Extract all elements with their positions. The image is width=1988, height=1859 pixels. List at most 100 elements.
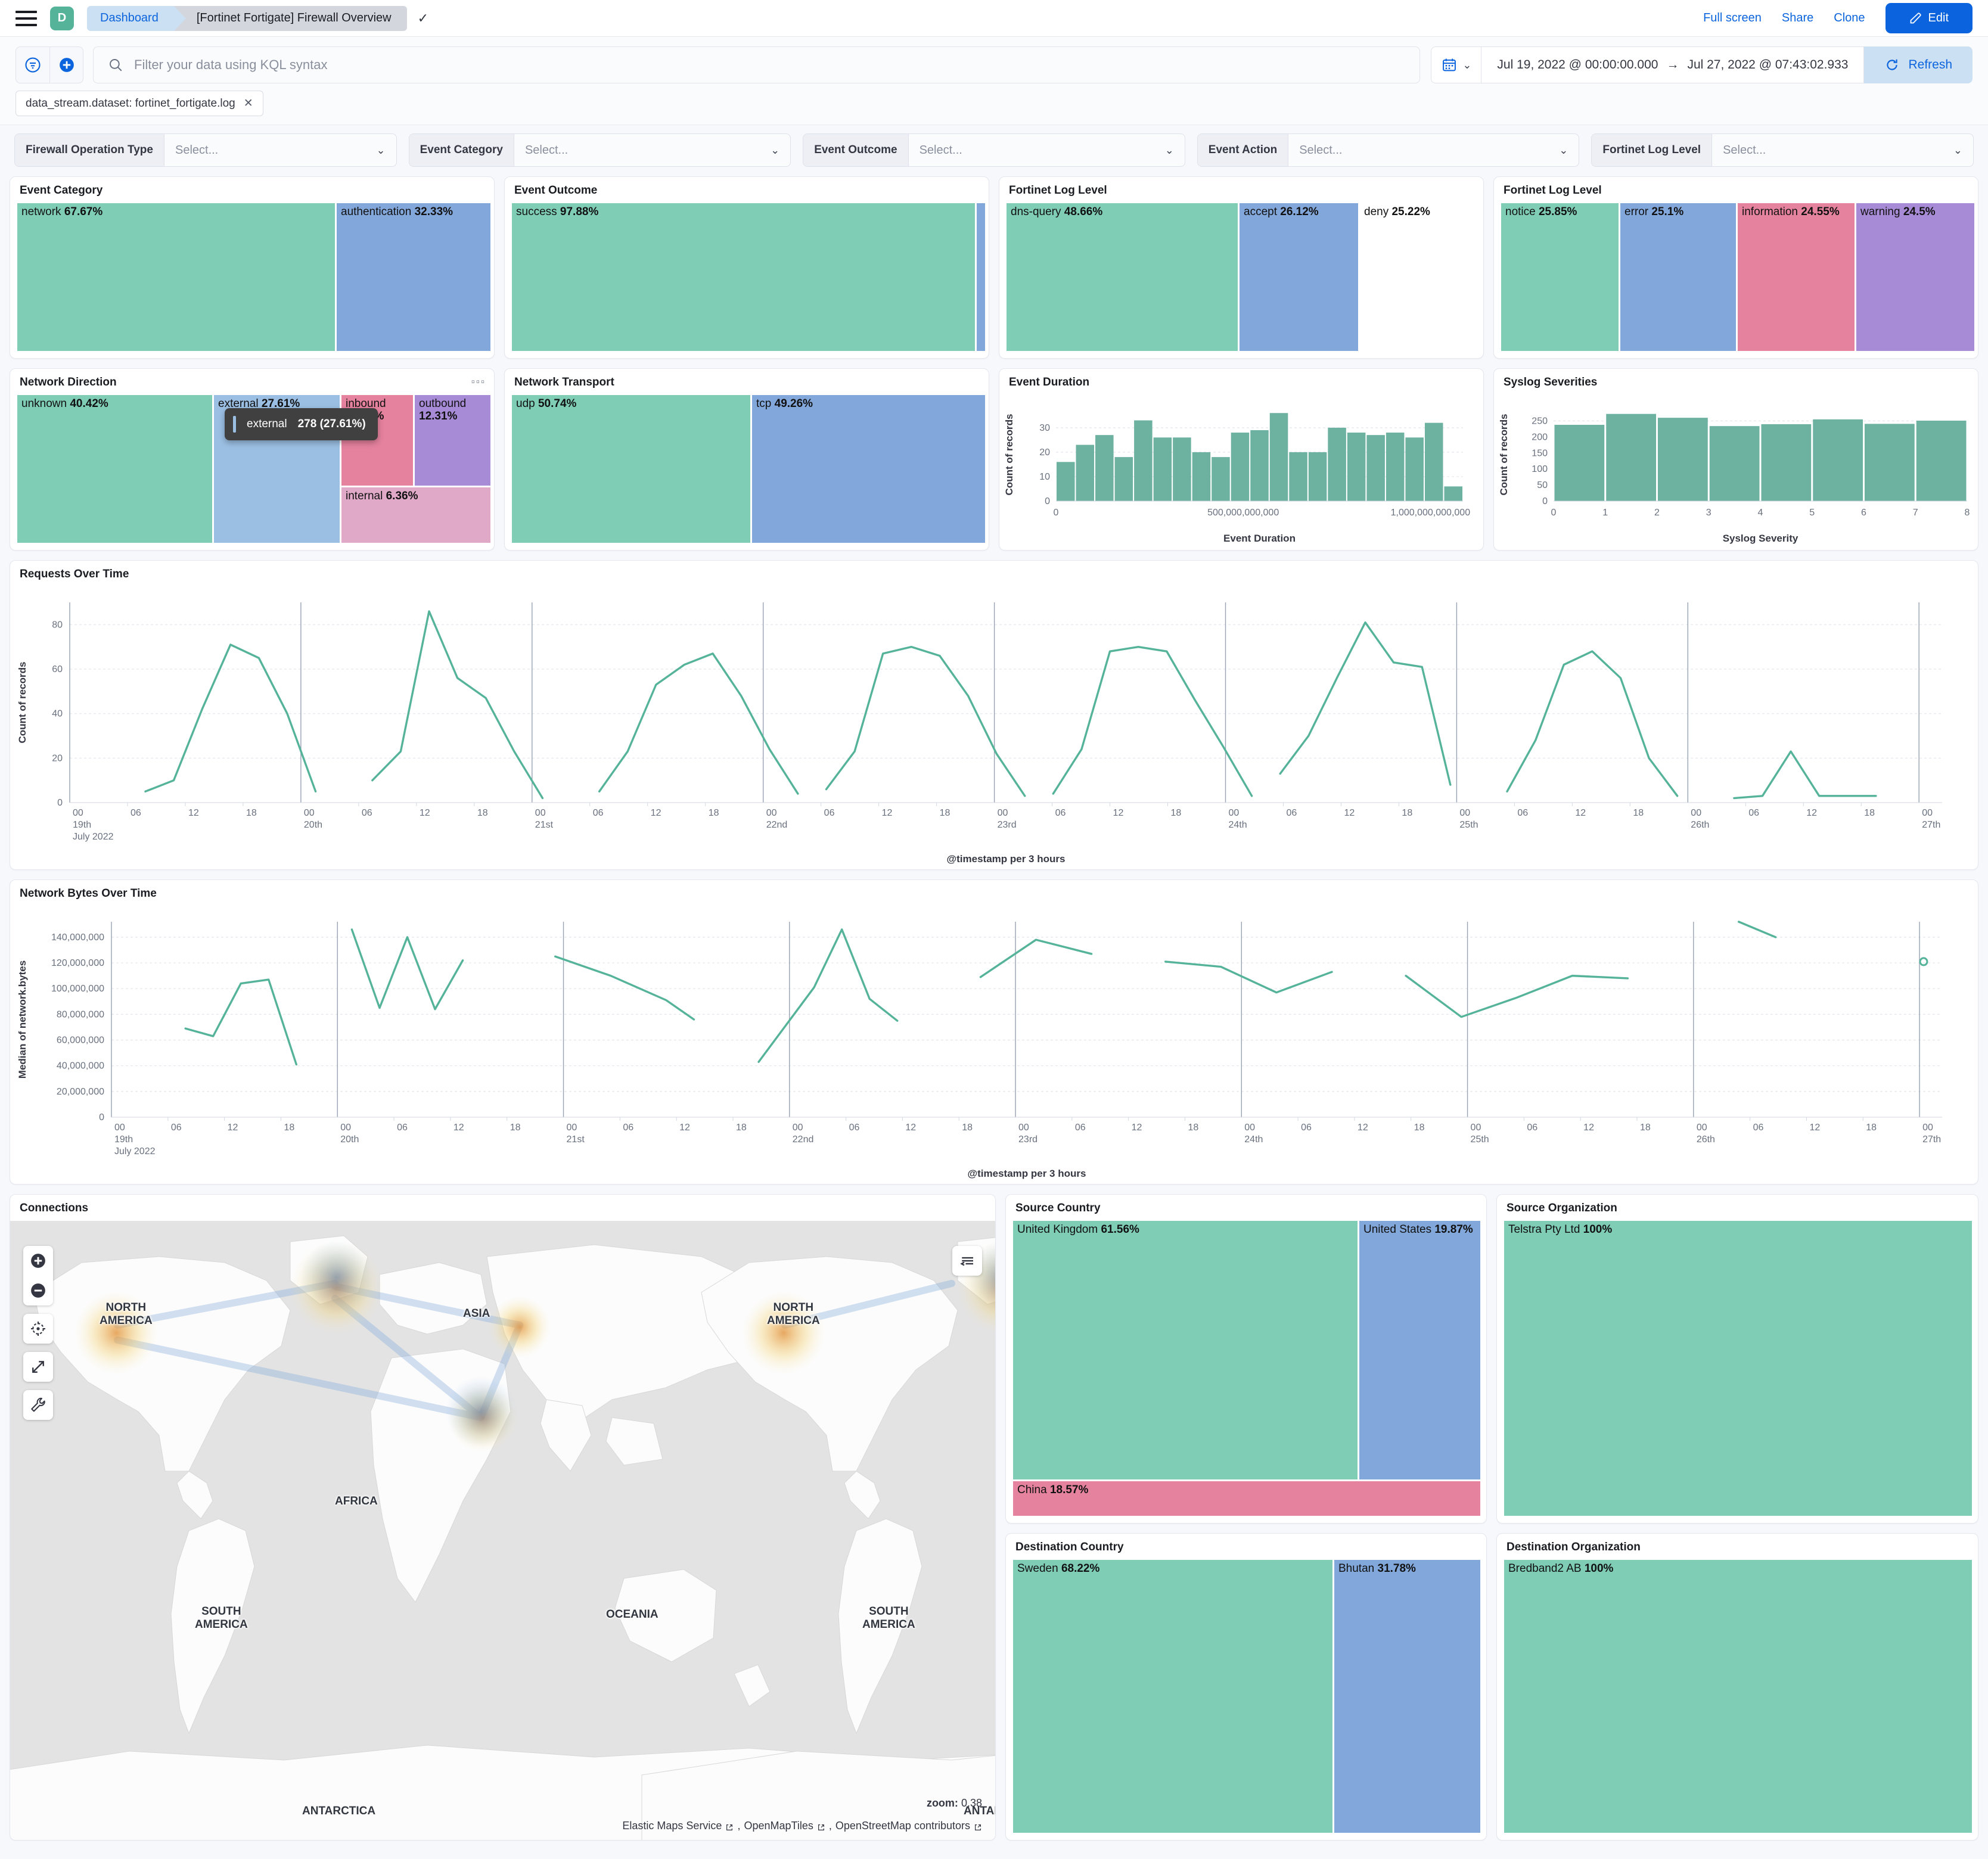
edit-button[interactable]: Edit	[1885, 3, 1973, 33]
treemap-cell-name: United States	[1363, 1223, 1432, 1236]
breadcrumb-dashboard-app[interactable]: Dashboard	[87, 5, 186, 31]
svg-text:20th: 20th	[304, 820, 322, 830]
treemap-cell[interactable]: Sweden 68.22%	[1013, 1560, 1332, 1833]
svg-text:19th: 19th	[73, 820, 91, 830]
control-select[interactable]: Select... ⌄	[909, 134, 1185, 166]
zoom-out-button[interactable]	[23, 1276, 53, 1305]
treemap-cell[interactable]: Telstra Pty Ltd 100%	[1504, 1221, 1972, 1516]
treemap-cell-pct: 26.12%	[1280, 206, 1319, 218]
treemap-cell[interactable]: outbound 12.31%	[415, 395, 490, 486]
attribution-link-osm[interactable]: OpenStreetMap contributors	[835, 1820, 970, 1832]
control-fortinet-log-level[interactable]: Fortinet Log Level Select... ⌄	[1591, 133, 1974, 167]
svg-text:24th: 24th	[1244, 1134, 1263, 1145]
map-tools-button[interactable]	[23, 1390, 53, 1420]
panel-title: Connections	[20, 1202, 89, 1214]
full-screen-button[interactable]: Full screen	[1703, 11, 1762, 24]
treemap-cell[interactable]: United States 19.87%	[1359, 1221, 1480, 1479]
treemap-cell[interactable]: internal 6.36%	[341, 487, 490, 543]
treemap-cell[interactable]: udp 50.74%	[512, 395, 750, 543]
event-duration-chart[interactable]: Count of records 0 10 20 30 0 500,000,000,000 1…	[999, 395, 1483, 550]
control-select[interactable]: Select... ⌄	[1712, 134, 1973, 166]
treemap-cell[interactable]: deny 25.22%	[1360, 203, 1480, 351]
control-firewall-operation-type[interactable]: Firewall Operation Type Select... ⌄	[14, 133, 397, 167]
treemap-cell[interactable]	[977, 203, 985, 351]
filter-pill[interactable]: data_stream.dataset: fortinet_fortigate.…	[15, 91, 263, 116]
control-select[interactable]: Select... ⌄	[1288, 134, 1579, 166]
treemap-cell[interactable]: Bhutan 31.78%	[1334, 1560, 1480, 1833]
refresh-icon	[1887, 59, 1898, 70]
treemap-cell-name: unknown	[21, 397, 67, 410]
svg-text:00: 00	[535, 808, 546, 818]
control-select[interactable]: Select... ⌄	[514, 134, 790, 166]
network-bytes-over-time-chart[interactable]: Median of network.bytes 0 20,000,000 40,000…	[10, 906, 1978, 1184]
treemap-source_organization: Telstra Pty Ltd 100%	[1504, 1221, 1972, 1516]
date-range-start: Jul 19, 2022 @ 00:00:00.000	[1497, 58, 1658, 72]
svg-text:23rd: 23rd	[998, 820, 1017, 830]
control-event-category[interactable]: Event Category Select... ⌄	[408, 133, 791, 167]
date-picker: ⌄ Jul 19, 2022 @ 00:00:00.000 → Jul 27, …	[1431, 46, 1973, 83]
treemap-cell[interactable]: network 67.67%	[17, 203, 335, 351]
treemap-event_category: network 67.67% authentication 32.33%	[17, 203, 490, 351]
svg-text:00: 00	[1018, 1123, 1029, 1133]
treemap-cell[interactable]: tcp 49.26%	[752, 395, 985, 543]
control-select[interactable]: Select... ⌄	[164, 134, 396, 166]
treemap-cell[interactable]: unknown 40.42%	[17, 395, 212, 543]
refresh-button[interactable]: Refresh	[1864, 46, 1973, 83]
add-filter-button[interactable]	[49, 47, 83, 83]
treemap-cell-label: Telstra Pty Ltd 100%	[1508, 1223, 1970, 1236]
treemap-cell-name: internal	[346, 490, 383, 502]
saved-query-icon[interactable]	[16, 47, 49, 83]
treemap-cell[interactable]: information 24.55%	[1738, 203, 1855, 351]
calendar-dropdown-button[interactable]: ⌄	[1431, 46, 1481, 83]
treemap-cell-label: Sweden 68.22%	[1017, 1562, 1330, 1575]
zoom-in-button[interactable]	[23, 1246, 53, 1276]
map-legend-toggle-button[interactable]	[952, 1246, 982, 1276]
treemap-cell[interactable]: United Kingdom 61.56%	[1013, 1221, 1358, 1479]
treemap-cell[interactable]: Bredband2 AB 100%	[1504, 1560, 1972, 1833]
treemap-cell[interactable]: success 97.88%	[512, 203, 975, 351]
control-event-action[interactable]: Event Action Select... ⌄	[1197, 133, 1580, 167]
svg-text:27th: 27th	[1922, 820, 1940, 830]
treemap-cell[interactable]: China 18.57%	[1013, 1481, 1480, 1516]
syslog-severities-chart[interactable]: Count of records 0 50 100 150 200 250 0 1 2 3 4 5 6 7 8…	[1494, 395, 1978, 550]
svg-text:0: 0	[1542, 496, 1548, 506]
treemap-cell[interactable]: dns-query 48.66%	[1007, 203, 1238, 351]
svg-text:18: 18	[1414, 1123, 1425, 1133]
treemap-cell-pct: 50.74%	[538, 397, 577, 410]
svg-text:Syslog Severity: Syslog Severity	[1723, 533, 1798, 544]
treemap-cell[interactable]: notice 25.85%	[1501, 203, 1619, 351]
chevron-down-icon: ⌄	[771, 144, 780, 156]
clone-button[interactable]: Clone	[1834, 11, 1865, 24]
svg-text:60,000,000: 60,000,000	[57, 1036, 104, 1046]
fit-to-bounds-button[interactable]	[23, 1352, 53, 1382]
close-icon[interactable]: ✕	[243, 97, 253, 110]
check-icon[interactable]: ✓	[417, 10, 429, 26]
attribution-link-openmaptiles[interactable]: OpenMapTiles	[744, 1820, 813, 1832]
svg-text:20th: 20th	[340, 1134, 359, 1145]
requests-over-time-chart[interactable]: Count of records 0 20 40 60 80 00 19th July 2022…	[10, 587, 1978, 869]
share-button[interactable]: Share	[1781, 11, 1814, 24]
panel-title: Network Bytes Over Time	[20, 887, 157, 900]
locate-me-button[interactable]	[23, 1314, 53, 1344]
chevron-down-icon: ⌄	[1462, 58, 1472, 71]
svg-text:5: 5	[1809, 508, 1815, 518]
treemap-cell-pct: 68.22%	[1061, 1562, 1100, 1575]
menu-icon[interactable]	[15, 10, 37, 26]
attribution-link-elastic-maps[interactable]: Elastic Maps Service	[622, 1820, 722, 1832]
treemap-cell[interactable]: error 25.1%	[1620, 203, 1736, 351]
expand-arrows-icon	[32, 1361, 44, 1373]
treemap-cell[interactable]: accept 26.12%	[1240, 203, 1358, 351]
treemap-cell[interactable]: authentication 32.33%	[337, 203, 490, 351]
svg-text:80,000,000: 80,000,000	[57, 1009, 104, 1019]
tooltip-label: external	[247, 418, 287, 430]
search-input[interactable]: Filter your data using KQL syntax	[93, 46, 1421, 83]
panel-context-menu-icon[interactable]: ▫▫▫	[471, 376, 486, 387]
space-avatar[interactable]: D	[50, 6, 74, 30]
date-range-display[interactable]: Jul 19, 2022 @ 00:00:00.000 → Jul 27, 20…	[1481, 46, 1865, 83]
control-event-outcome[interactable]: Event Outcome Select... ⌄	[803, 133, 1185, 167]
svg-text:00: 00	[73, 808, 83, 818]
treemap-cell-name: udp	[516, 397, 535, 410]
treemap-cell[interactable]: warning 24.5%	[1856, 203, 1974, 351]
map-canvas[interactable]: zoom: 0.38 Elastic Maps Service , OpenMa…	[10, 1221, 995, 1840]
breadcrumb-dashboard-title[interactable]: [Fortinet Fortigate] Firewall Overview	[173, 5, 407, 31]
